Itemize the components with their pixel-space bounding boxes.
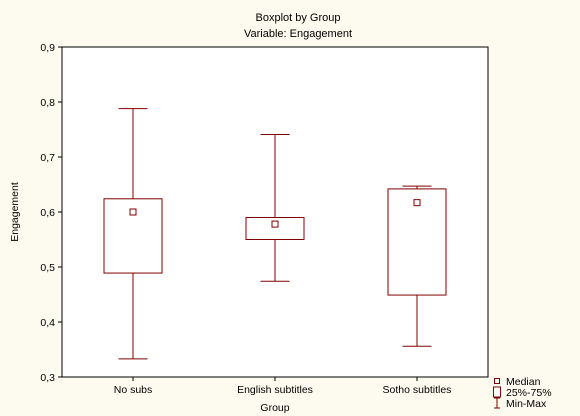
iqr-box [245,217,305,240]
median-marker [129,208,137,216]
chart-subtitle: Variable: Engagement [244,28,352,40]
y-tick-label: 0,3 [40,372,55,384]
y-tick-label: 0,5 [40,262,55,274]
y-tick-label: 0,6 [40,207,55,219]
x-tick-label: No subs [114,384,153,396]
iqr-box [387,188,447,296]
y-tick-label: 0,8 [40,97,55,109]
legend-label: Median [506,376,541,388]
y-tick-label: 0,4 [40,317,55,329]
x-axis-label: Group [260,402,289,414]
median-marker [413,199,421,207]
box-group [387,185,447,347]
x-tick-label: Sotho subtitles [383,384,452,396]
legend-label: 25%-75% [506,387,552,399]
y-axis-label: Engagement [9,182,21,242]
legend-median-symbol [494,378,500,384]
y-tick-label: 0,9 [40,42,55,54]
chart-title: Boxplot by Group [256,12,341,24]
box-group [103,108,163,360]
y-axis: 0,3 0,4 0,5 0,6 0,7 0,8 0,9 [40,42,62,384]
y-tick-label: 0,7 [40,152,55,164]
box-series [103,108,447,360]
x-tick-label: English subtitles [237,384,313,396]
legend-iqr-symbol [493,386,501,398]
x-axis: No subs English subtitles Sotho subtitles [114,377,452,396]
box-group [245,133,305,282]
median-marker [271,220,279,228]
legend-label: Min-Max [506,398,547,410]
